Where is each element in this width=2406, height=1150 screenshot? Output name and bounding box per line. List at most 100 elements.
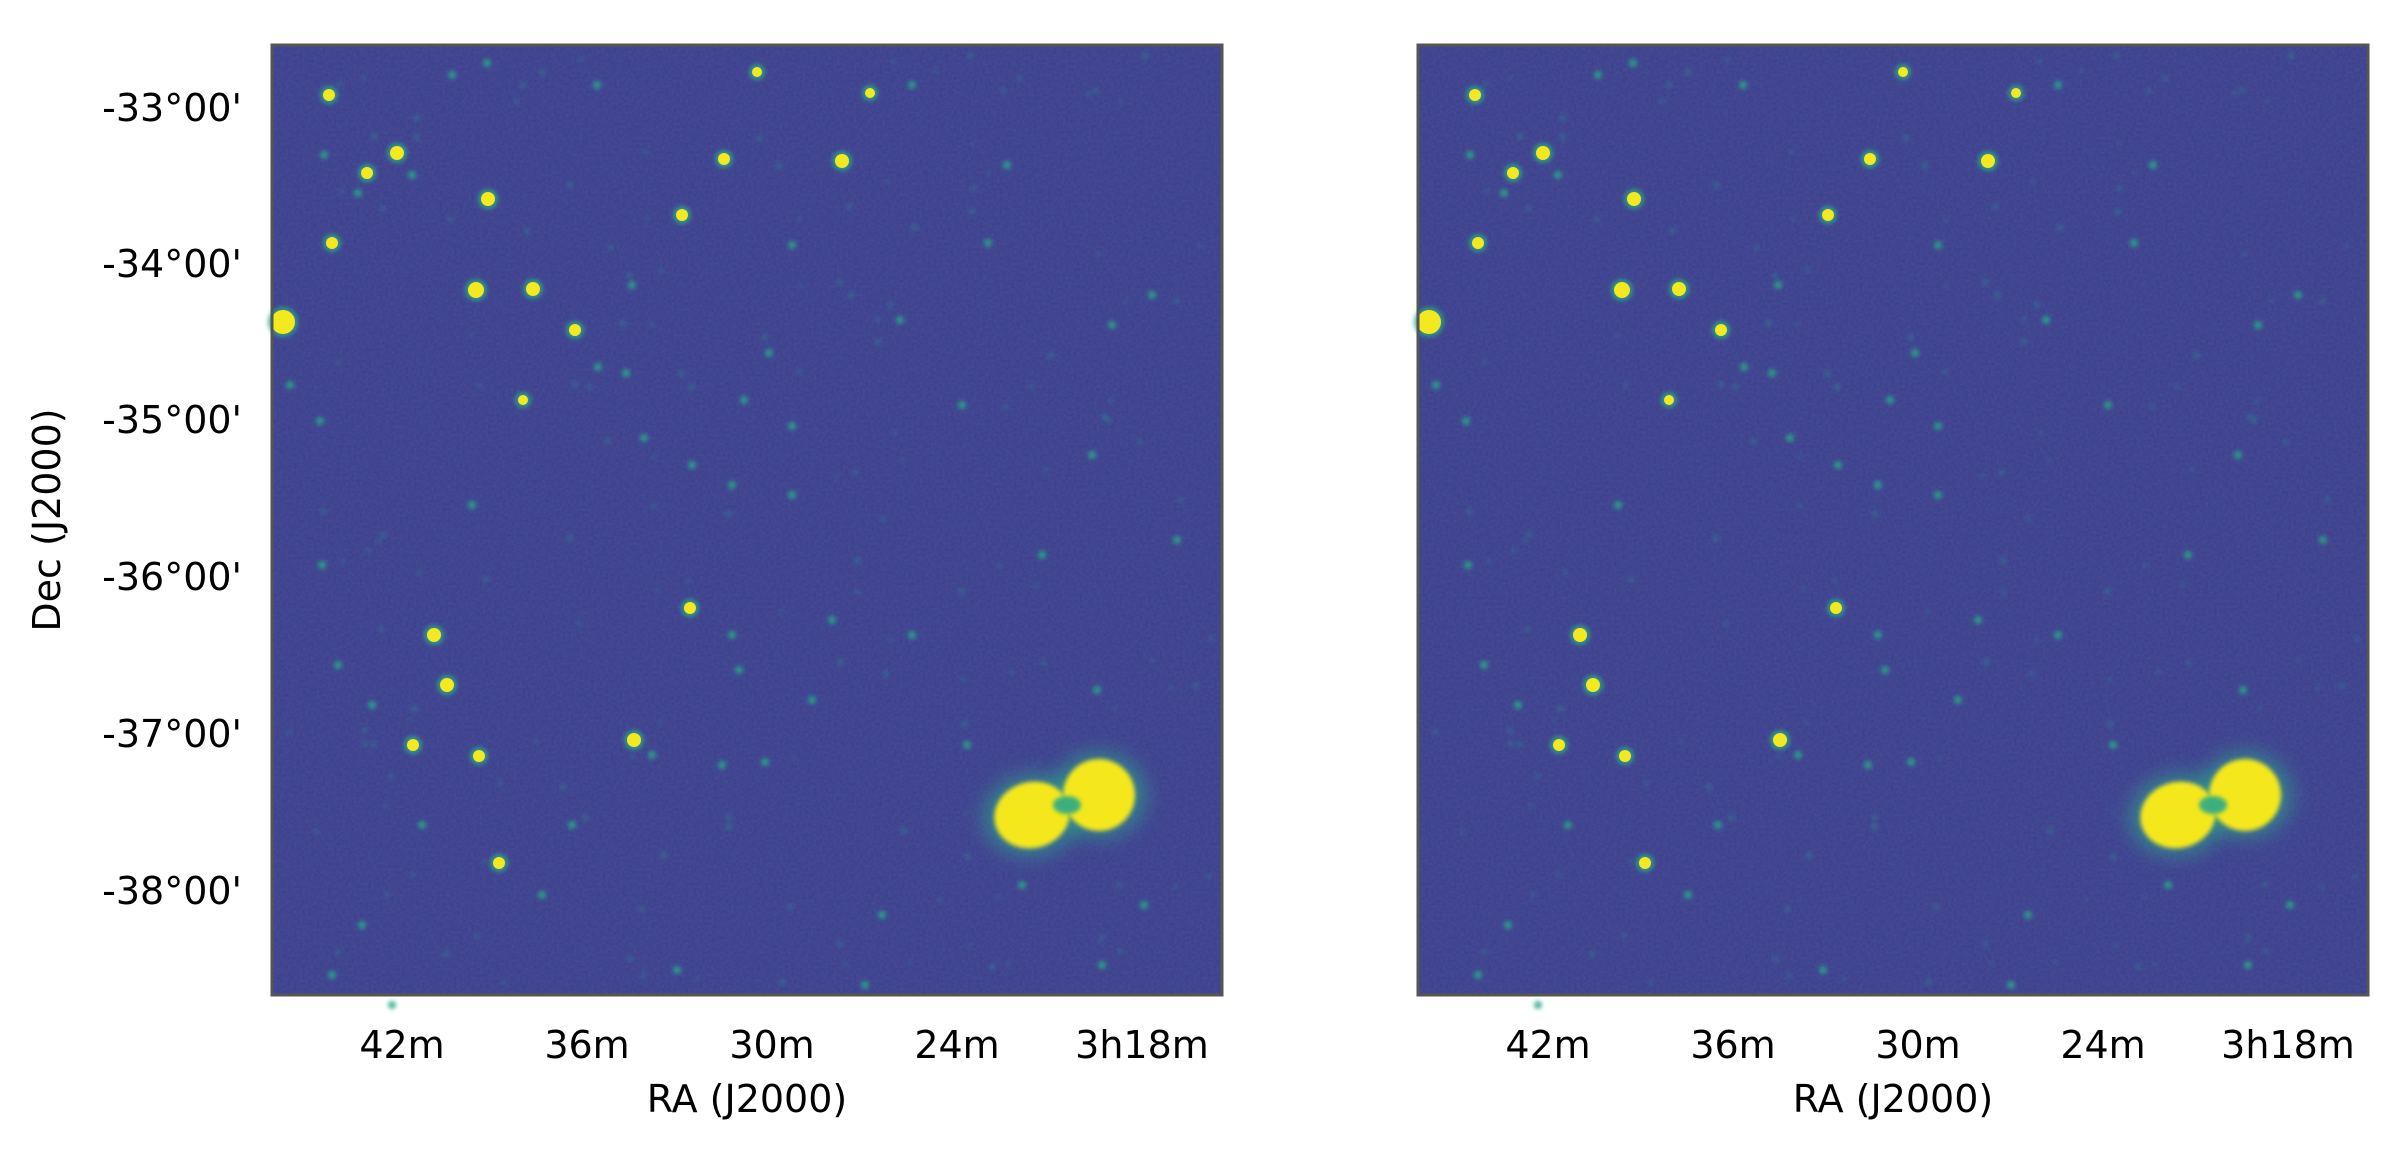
- faint-source: [627, 956, 633, 962]
- y-tick-label: -37°00': [102, 712, 242, 756]
- faint-source: [2269, 298, 2274, 303]
- x-tick-label: 24m: [914, 1023, 999, 1067]
- faint-source: [1938, 756, 1942, 760]
- y-tick-labels: -33°00' -34°00' -35°00' -36°00' -37°00' -38°0…: [102, 86, 242, 913]
- mid-source: [354, 189, 362, 197]
- faint-source: [659, 851, 667, 859]
- faint-source: [958, 588, 965, 595]
- faint-source: [1712, 535, 1720, 542]
- faint-source: [361, 76, 366, 81]
- mid-source: [673, 966, 681, 974]
- mid-source: [1614, 501, 1622, 509]
- faint-source: [447, 216, 454, 222]
- faint-source: [2149, 403, 2155, 410]
- faint-source: [2113, 52, 2120, 59]
- faint-source: [1516, 133, 1524, 140]
- faint-source: [1033, 583, 1039, 588]
- bright-source: [1715, 324, 1727, 336]
- mid-source: [448, 71, 456, 79]
- faint-source: [1193, 682, 1199, 689]
- x-tick-label: 42m: [1505, 1023, 1590, 1067]
- faint-source: [2028, 670, 2035, 677]
- faint-source: [1933, 904, 1940, 910]
- faint-source: [572, 381, 578, 387]
- mid-source: [1934, 422, 1942, 430]
- faint-source: [1559, 114, 1567, 122]
- faint-source: [1980, 473, 1985, 478]
- faint-source: [2000, 557, 2007, 564]
- faint-source: [538, 69, 546, 76]
- faint-source: [796, 368, 802, 374]
- mid-source: [861, 981, 869, 989]
- mid-source: [1462, 417, 1470, 425]
- mid-source: [2109, 741, 2117, 749]
- mid-source: [765, 349, 773, 357]
- faint-source: [1119, 99, 1124, 104]
- lobe: [2140, 781, 2216, 849]
- mid-source: [1504, 921, 1512, 929]
- faint-source: [887, 301, 894, 308]
- mid-source: [2104, 401, 2112, 409]
- y-tick-label: -36°00': [102, 555, 242, 599]
- x-tick-label: 30m: [729, 1023, 814, 1067]
- faint-source: [335, 949, 341, 955]
- mid-source: [640, 434, 648, 442]
- faint-source: [1621, 933, 1626, 939]
- mid-source: [648, 751, 656, 759]
- faint-source: [2039, 430, 2043, 435]
- mid-source: [1834, 461, 1842, 469]
- extended-radio-source: [2128, 751, 2293, 858]
- faint-source: [1871, 510, 1879, 517]
- bright-source: [1586, 678, 1600, 692]
- faint-source: [964, 810, 969, 815]
- faint-source: [875, 316, 881, 322]
- faint-source: [1903, 135, 1909, 142]
- faint-source: [900, 827, 908, 834]
- faint-source: [2116, 142, 2121, 146]
- faint-source: [2319, 298, 2326, 304]
- mid-source: [1768, 369, 1776, 377]
- mid-source: [2286, 901, 2294, 909]
- faint-source: [2247, 413, 2254, 421]
- faint-source: [1718, 381, 1724, 387]
- faint-source: [2265, 99, 2270, 104]
- mid-source: [1432, 381, 1440, 389]
- faint-source: [875, 338, 882, 345]
- mid-source: [1934, 491, 1942, 499]
- bright-source: [440, 678, 454, 692]
- faint-source: [320, 508, 327, 515]
- faint-source: [475, 933, 480, 939]
- bright-source: [361, 167, 373, 179]
- faint-source: [1615, 333, 1620, 338]
- faint-source: [361, 727, 368, 734]
- faint-source: [1791, 216, 1796, 221]
- faint-source: [970, 142, 975, 146]
- faint-source: [967, 52, 974, 59]
- faint-source: [2255, 398, 2260, 404]
- mid-source: [538, 891, 546, 899]
- faint-source: [2245, 934, 2251, 940]
- bright-source: [518, 395, 528, 405]
- faint-source: [879, 516, 885, 521]
- bright-source: [1664, 395, 1674, 405]
- mid-source: [334, 661, 342, 669]
- mid-source: [1148, 291, 1156, 299]
- faint-source: [1150, 658, 1155, 663]
- faint-source: [1524, 626, 1531, 632]
- mid-source: [1907, 758, 1915, 766]
- faint-source: [1206, 874, 1212, 879]
- faint-source: [1871, 814, 1878, 821]
- faint-source: [335, 359, 341, 365]
- faint-source: [2143, 563, 2148, 569]
- faint-source: [1040, 660, 1046, 666]
- mid-source: [1554, 171, 1562, 179]
- mid-source: [318, 561, 326, 569]
- mid-source: [740, 396, 748, 404]
- mid-source: [1886, 396, 1894, 404]
- faint-source: [961, 720, 968, 728]
- x-tick-labels: 42m 36m 30m 24m 3h18m: [1505, 1023, 2355, 1067]
- bright-source: [1573, 628, 1587, 642]
- bright-source: [1507, 167, 1519, 179]
- faint-source: [1553, 718, 1557, 722]
- faint-source: [910, 224, 918, 231]
